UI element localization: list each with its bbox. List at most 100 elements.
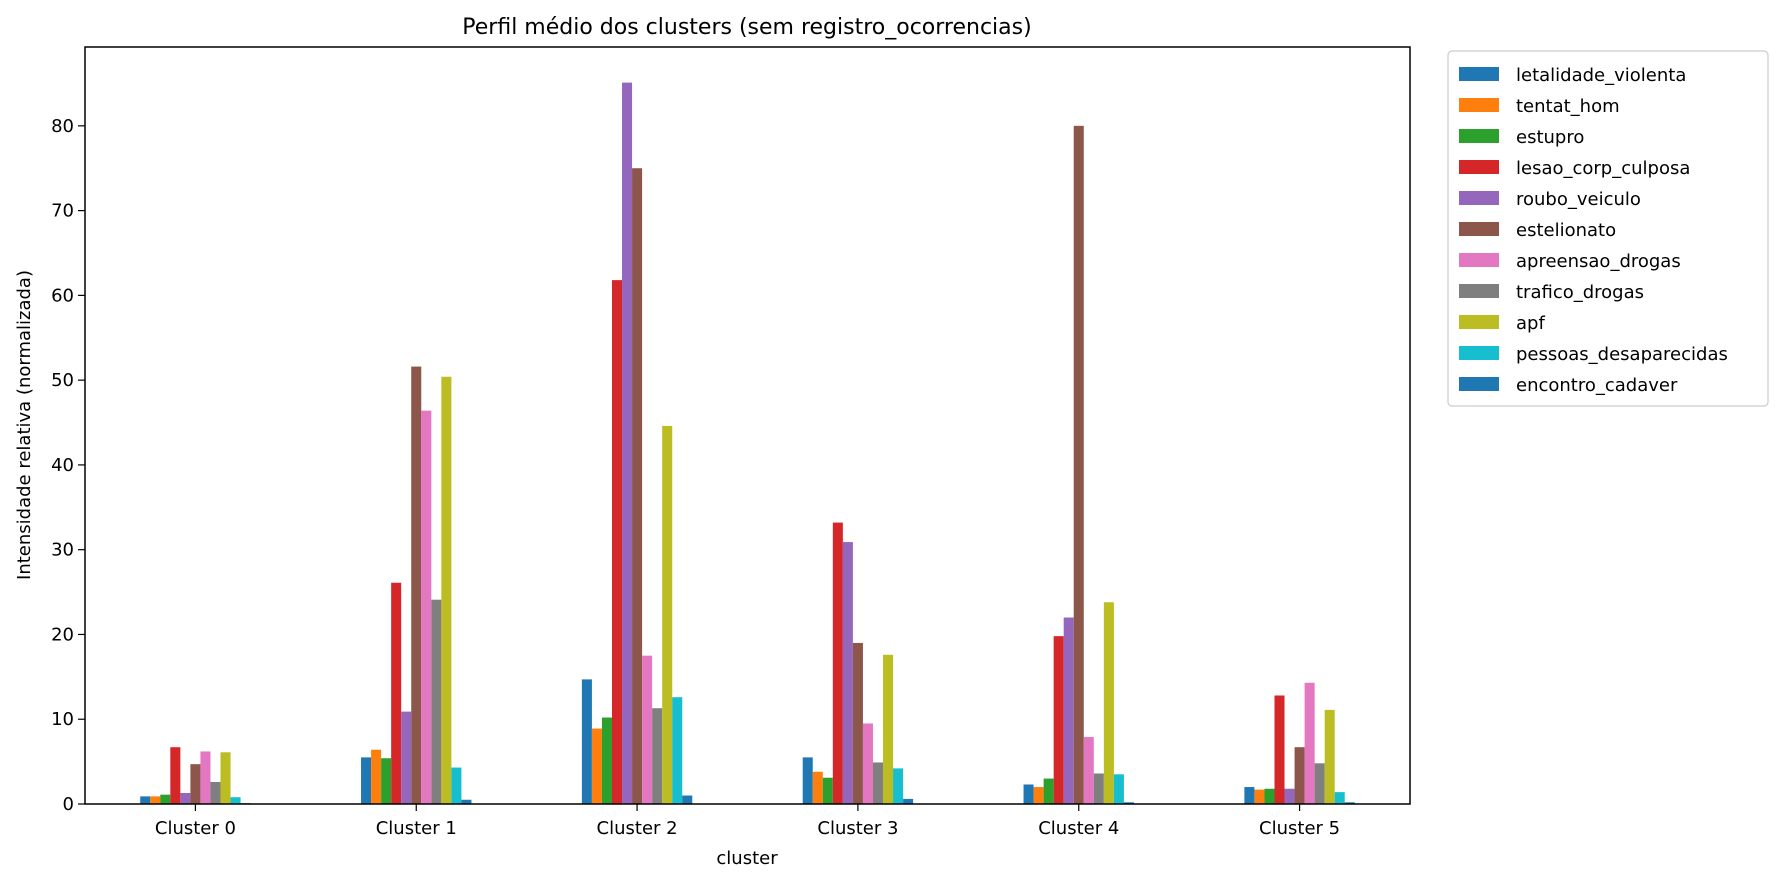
- x-tick-label: Cluster 4: [1038, 818, 1119, 839]
- y-tick-label: 30: [51, 540, 74, 561]
- legend-swatch-lesao_corp_culposa: [1459, 160, 1499, 174]
- x-tick-label: Cluster 1: [376, 818, 457, 839]
- bar-apf-0: [220, 752, 231, 804]
- bar-lesao_corp_culposa-1: [391, 582, 402, 804]
- y-tick-label: 40: [51, 455, 74, 476]
- bar-lesao_corp_culposa-3: [832, 522, 843, 804]
- x-axis: Cluster 0 Cluster 1 Cluster 2 Cluster 3 Clus…: [155, 804, 1340, 839]
- bar-letalidade_violenta-2: [581, 679, 592, 804]
- bar-estelionato-2: [632, 168, 643, 804]
- legend-swatch-apf: [1459, 315, 1499, 329]
- bar-tentat_hom-2: [591, 728, 602, 804]
- legend-swatch-estupro: [1459, 129, 1499, 143]
- bar-apf-4: [1103, 602, 1114, 804]
- bar-roubo_veiculo-1: [401, 711, 412, 804]
- bar-estelionato-4: [1073, 125, 1084, 805]
- bar-estelionato-5: [1294, 747, 1305, 804]
- bar-letalidade_violenta-1: [361, 757, 372, 804]
- bar-letalidade_violenta-5: [1244, 787, 1255, 804]
- bar-tentat_hom-5: [1254, 789, 1265, 804]
- legend-swatch-apreensao_drogas: [1459, 253, 1499, 267]
- legend-label-encontro_cadaver: encontro_cadaver: [1516, 375, 1678, 396]
- y-tick-label: 80: [51, 116, 74, 137]
- bar-pessoas_desaparecidas-4: [1113, 774, 1124, 804]
- bar-trafico_drogas-5: [1314, 763, 1325, 804]
- bar-estupro-4: [1043, 778, 1054, 804]
- bar-apf-3: [883, 654, 894, 804]
- bar-apreensao_drogas-4: [1083, 737, 1094, 804]
- legend-label-estupro: estupro: [1516, 127, 1584, 148]
- y-axis-label: Intensidade relativa (normalizada): [14, 270, 35, 580]
- bar-apf-5: [1324, 709, 1335, 804]
- bar-pessoas_desaparecidas-5: [1334, 792, 1345, 804]
- bar-roubo_veiculo-4: [1063, 617, 1074, 804]
- legend-label-estelionato: estelionato: [1516, 220, 1616, 241]
- x-tick-label: Cluster 2: [597, 818, 678, 839]
- bar-estupro-5: [1264, 788, 1275, 804]
- chart-title: Perfil médio dos clusters (sem registro_…: [462, 15, 1031, 40]
- legend-label-apf: apf: [1516, 313, 1545, 334]
- bar-tentat_hom-1: [371, 749, 382, 804]
- bar-trafico_drogas-1: [431, 599, 442, 804]
- y-tick-label: 70: [51, 201, 74, 222]
- legend-label-lesao_corp_culposa: lesao_corp_culposa: [1516, 158, 1690, 179]
- bar-letalidade_violenta-0: [140, 796, 151, 804]
- legend-label-letalidade_violenta: letalidade_violenta: [1516, 65, 1686, 86]
- bar-estupro-2: [601, 717, 612, 804]
- bar-apf-2: [662, 425, 673, 804]
- bar-apf-1: [441, 376, 452, 804]
- bar-pessoas_desaparecidas-2: [672, 697, 683, 804]
- bar-roubo_veiculo-0: [180, 792, 191, 804]
- legend-swatch-pessoas_desaparecidas: [1459, 346, 1499, 360]
- legend-frame: [1447, 50, 1769, 407]
- legend-swatch-tentat_hom: [1459, 98, 1499, 112]
- legend-swatch-roubo_veiculo: [1459, 191, 1499, 205]
- x-axis-label: cluster: [716, 848, 778, 869]
- bar-letalidade_violenta-4: [1023, 784, 1034, 804]
- bar-encontro_cadaver-2: [682, 795, 693, 804]
- bar-trafico_drogas-4: [1093, 773, 1104, 804]
- y-axis: 0 10 20 30 40 50 60 70 80: [51, 116, 85, 815]
- bar-tentat_hom-4: [1033, 787, 1044, 804]
- x-tick-label: Cluster 0: [155, 818, 236, 839]
- bar-estelionato-3: [852, 642, 863, 804]
- bar-lesao_corp_culposa-4: [1053, 636, 1064, 804]
- y-tick-label: 60: [51, 285, 74, 306]
- plot-frame: [84, 46, 1411, 805]
- y-tick-label: 50: [51, 370, 74, 391]
- bar-trafico_drogas-0: [210, 781, 221, 804]
- bar-estupro-3: [822, 777, 833, 804]
- bar-roubo_veiculo-3: [842, 542, 853, 804]
- bar-lesao_corp_culposa-2: [611, 280, 623, 804]
- legend-label-pessoas_desaparecidas: pessoas_desaparecidas: [1516, 344, 1728, 365]
- legend-label-roubo_veiculo: roubo_veiculo: [1516, 189, 1641, 210]
- bar-letalidade_violenta-3: [802, 757, 813, 804]
- bar-estelionato-1: [411, 366, 422, 804]
- bars-layer: [140, 82, 1355, 805]
- bar-apreensao_drogas-0: [200, 751, 211, 804]
- bar-tentat_hom-0: [150, 796, 161, 804]
- bar-lesao_corp_culposa-5: [1274, 695, 1285, 804]
- bar-tentat_hom-3: [812, 771, 823, 804]
- x-tick-label: Cluster 3: [817, 818, 898, 839]
- bar-roubo_veiculo-5: [1284, 788, 1295, 804]
- bar-trafico_drogas-3: [872, 762, 884, 804]
- legend-label-trafico_drogas: trafico_drogas: [1516, 282, 1644, 303]
- bar-encontro_cadaver-4: [1123, 802, 1134, 804]
- bar-trafico_drogas-2: [652, 708, 663, 804]
- y-tick-label: 0: [63, 794, 74, 815]
- bar-apreensao_drogas-5: [1304, 682, 1315, 804]
- bar-apreensao_drogas-1: [421, 410, 432, 804]
- y-tick-label: 10: [51, 709, 74, 730]
- y-tick-label: 20: [51, 624, 74, 645]
- bar-estupro-1: [381, 758, 392, 804]
- bar-encontro_cadaver-3: [903, 798, 914, 804]
- legend-label-apreensao_drogas: apreensao_drogas: [1516, 251, 1681, 272]
- bar-lesao_corp_culposa-0: [170, 747, 181, 804]
- bar-estelionato-0: [190, 764, 201, 804]
- bar-encontro_cadaver-1: [461, 799, 472, 804]
- x-tick-label: Cluster 5: [1259, 818, 1340, 839]
- bar-roubo_veiculo-2: [622, 82, 633, 805]
